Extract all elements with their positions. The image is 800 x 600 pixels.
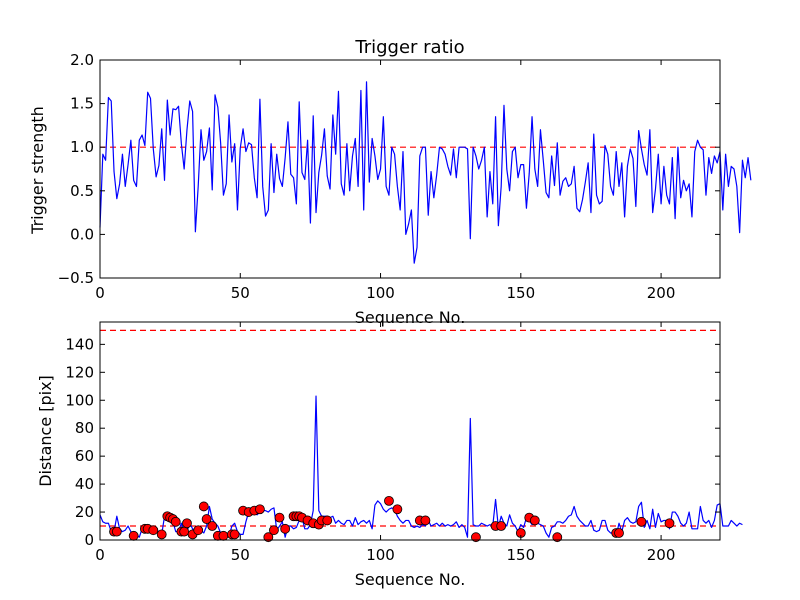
- bottom-data-point-1: [111, 526, 122, 537]
- bottom-data-point-10: [170, 516, 181, 527]
- bottom-data-point-53: [636, 516, 647, 527]
- top-chart-panel: Trigger ratio Sequence No. Trigger stren…: [28, 37, 752, 327]
- top-plot-frame: [99, 59, 721, 279]
- top-x-tick-label-0: 0: [95, 284, 105, 302]
- top-y-tick-label-4: 1.5: [70, 95, 94, 113]
- bottom-data-point-16: [198, 501, 209, 512]
- bottom-data-point-29: [274, 512, 285, 523]
- bottom-y-axis-label: Distance [pix]: [36, 375, 55, 487]
- bottom-chart-panel: Sequence No. Distance [pix] 0 50 100 150 200…: [36, 321, 743, 589]
- bottom-x-tick-label-2: 100: [366, 546, 395, 564]
- bottom-y-tick-label-7: 140: [65, 335, 94, 353]
- top-y-tick-label-0: −0.5: [58, 269, 94, 287]
- bottom-data-point-44: [471, 532, 481, 543]
- bottom-data-point-18: [207, 521, 218, 531]
- top-x-tick-label-2: 100: [366, 284, 395, 302]
- bottom-data-point-43: [420, 515, 431, 526]
- bottom-x-tick-label-3: 150: [506, 546, 535, 564]
- bottom-data-point-50: [552, 532, 563, 543]
- bottom-data-point-13: [182, 518, 192, 529]
- bottom-y-tick-label-5: 100: [65, 391, 94, 409]
- bottom-y-tick-label-4: 80: [75, 419, 94, 437]
- bottom-data-point-52: [614, 528, 624, 538]
- bottom-data-point-28: [269, 525, 279, 536]
- top-x-tick-label-3: 150: [506, 284, 535, 302]
- top-chart-title: Trigger ratio: [354, 37, 464, 58]
- bottom-x-tick-label-0: 0: [95, 546, 105, 564]
- bottom-data-point-15: [193, 525, 204, 536]
- bottom-x-axis-label: Sequence No.: [355, 570, 466, 589]
- bottom-data-point-2: [128, 530, 139, 541]
- bottom-data-point-12: [179, 526, 190, 537]
- bottom-data-point-54: [664, 518, 675, 529]
- bottom-data-point-49: [529, 515, 540, 526]
- bottom-data-point-39: [322, 515, 333, 526]
- bottom-data-point-41: [392, 504, 403, 515]
- top-x-tick-label-1: 50: [231, 284, 250, 302]
- bottom-y-tick-label-2: 40: [75, 475, 94, 493]
- top-y-tick-label-5: 2.0: [70, 51, 94, 69]
- top-x-axis-label: Sequence No.: [355, 308, 466, 327]
- top-y-axis-label: Trigger strength: [28, 106, 47, 235]
- bottom-x-tick-label-4: 200: [647, 546, 676, 564]
- bottom-y-tick-label-1: 20: [75, 503, 94, 521]
- bottom-y-tick-label-0: 0: [84, 531, 94, 549]
- top-y-tick-label-3: 1.0: [70, 138, 94, 156]
- top-y-tick-label-1: 0.0: [70, 225, 94, 243]
- bottom-data-point-40: [384, 495, 394, 506]
- bottom-data-point-17: [201, 514, 212, 524]
- bottom-data-point-20: [218, 530, 229, 541]
- top-series-line-0: [99, 81, 752, 264]
- bottom-data-point-30: [280, 523, 291, 534]
- bottom-y-tick-label-6: 120: [65, 363, 94, 381]
- bottom-data-point-27: [263, 532, 274, 543]
- top-y-tick-label-2: 0.5: [70, 182, 94, 200]
- bottom-data-point-5: [148, 525, 159, 536]
- bottom-data-point-6: [156, 529, 167, 540]
- bottom-data-point-26: [255, 504, 265, 515]
- bottom-plot-frame: [99, 321, 721, 541]
- top-x-tick-label-4: 200: [647, 284, 676, 302]
- bottom-data-point-46: [496, 521, 507, 531]
- bottom-y-tick-label-3: 60: [75, 447, 94, 465]
- bottom-x-tick-label-1: 50: [231, 546, 250, 564]
- bottom-data-point-22: [229, 529, 240, 540]
